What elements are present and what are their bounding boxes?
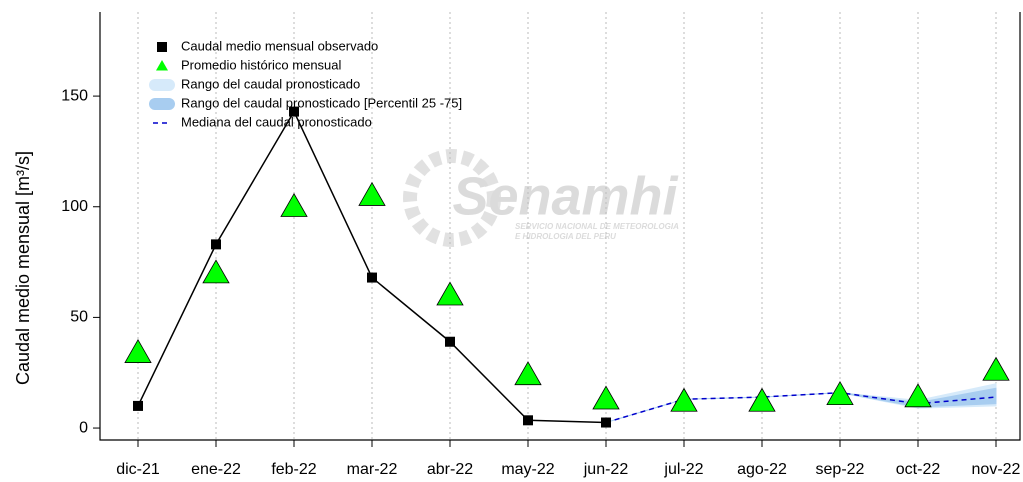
watermark: Senamhi SERVICIO NACIONAL DE METEOROLOGI… [403,149,679,247]
historical-point [904,383,932,408]
x-tick-label: may-22 [501,461,554,478]
legend-swatch [149,79,175,91]
observed-point [367,272,377,283]
y-tick-label: 0 [79,419,88,436]
legend-label: Promedio histórico mensual [181,57,342,72]
observed-point [211,239,221,250]
observed-point [445,336,455,347]
historical-point [982,356,1010,381]
legend-label: Rango del caudal pronosticado [Percentil… [181,95,462,110]
historical-point [670,387,698,412]
watermark-logo: Senamhi [452,166,678,226]
historical-point [592,385,620,410]
legend-swatch [156,60,168,71]
legend-label: Caudal medio mensual observado [181,38,378,53]
watermark-text: SERVICIO NACIONAL DE METEOROLOGIA [515,222,679,231]
x-tick-label: jul-22 [663,461,703,478]
observed-point [289,106,299,117]
historical-point [202,259,230,284]
watermark-text: E HIDROLOGIA DEL PERU [515,232,616,241]
x-tick-label: ene-22 [191,461,241,478]
y-tick-label: 50 [70,309,88,326]
x-tick-label: mar-22 [347,461,398,478]
observed-point [601,417,611,428]
historical-point [280,192,308,217]
historical-point [358,181,386,206]
legend-swatch [157,42,167,52]
x-tick-label: nov-22 [972,461,1021,478]
x-tick-label: sep-22 [816,461,865,478]
historical-point [124,339,152,363]
y-tick-label: 100 [61,198,88,215]
observed-point [523,415,533,426]
x-tick-label: oct-22 [896,461,941,478]
y-axis-label: Caudal medio mensual [m³/s] [13,151,33,385]
x-tick-label: jun-22 [583,461,629,478]
watermark-sun [403,149,501,247]
historical-point [826,381,854,406]
x-tick-label: abr-22 [427,461,473,478]
x-tick-label: ago-22 [737,461,787,478]
forecast-band [605,387,997,423]
historical-point [436,281,464,306]
y-tick-label: 150 [61,87,88,104]
axis-frame [99,12,1021,441]
x-tick-label: dic-21 [116,461,160,478]
legend-label: Rango del caudal pronosticado [181,76,360,91]
observed-point [133,400,143,411]
median-line [605,391,997,424]
historical-point [748,387,776,412]
legend-label: Mediana del caudal pronosticado [181,114,372,129]
x-tick-label: feb-22 [271,461,316,478]
historical-point [514,361,542,386]
legend-swatch [149,98,175,110]
